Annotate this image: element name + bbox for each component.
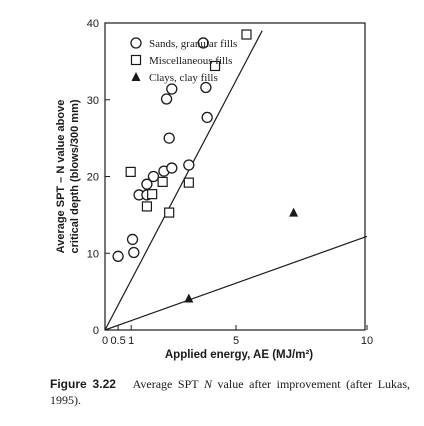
circle-data-point: [197, 37, 209, 49]
legend-label: Sands, granular fills: [149, 38, 237, 50]
axis-labels: Applied energy, AE (MJ/m²) Average SPT – …: [55, 99, 313, 361]
x-tick-label: 5: [233, 335, 239, 347]
x-axis-label: Applied energy, AE (MJ/m²): [165, 349, 313, 361]
circle-data-point: [128, 246, 140, 259]
legend-triangle-marker: [131, 72, 141, 81]
y-axis-label-line1: Average SPT – N value above: [55, 100, 67, 254]
square-data-point: [147, 189, 158, 200]
legend-square-marker: [130, 54, 142, 66]
caption-text-end: value after improvement (after Lukas, 19…: [50, 377, 411, 407]
y-tick-label: 40: [87, 18, 99, 30]
x-tick-label: 0.5: [110, 335, 125, 347]
legend: Sands, granular fills Miscellaneous fills…: [130, 37, 237, 84]
circle-data-point: [200, 81, 212, 94]
caption-symbol: N: [203, 377, 212, 391]
square-data-point: [164, 207, 175, 218]
square-data-point: [209, 60, 221, 72]
x-tick-label: 10: [361, 335, 373, 347]
circle-data-point: [166, 83, 178, 95]
fit-lines: [104, 30, 368, 331]
square-data-point: [125, 166, 136, 177]
triangle-data-point: [184, 293, 194, 303]
caption-text-start: Average SPT: [132, 377, 204, 391]
circle-data-point: [201, 111, 213, 124]
circle-data-point: [166, 162, 178, 174]
y-tick-label: 0: [93, 325, 99, 337]
x-tick-label: 1: [128, 335, 134, 347]
data-points: [112, 29, 299, 303]
triangle-data-point: [289, 207, 299, 217]
circle-data-point: [126, 233, 139, 246]
trend-line: [104, 235, 368, 331]
square-data-point: [157, 176, 168, 187]
circle-data-point: [141, 178, 153, 190]
square-data-point: [183, 177, 194, 188]
legend-label: Clays, clay fills: [149, 72, 218, 84]
y-tick-label: 10: [87, 248, 99, 260]
figure-caption: Figure 3.22 Average SPT N value after im…: [50, 376, 410, 408]
y-axis-label-line2: critical depth (blows/300 mm): [69, 99, 81, 253]
figure-number: Figure 3.22: [50, 377, 116, 391]
legend-circle-marker: [130, 37, 142, 49]
circle-data-point: [183, 159, 195, 171]
circle-data-point: [163, 132, 175, 144]
circle-data-point: [160, 93, 173, 105]
y-tick-label: 30: [87, 95, 99, 107]
legend-label: Miscellaneous fills: [149, 55, 232, 67]
circle-data-point: [147, 170, 160, 183]
circle-data-point: [112, 250, 124, 262]
y-tick-label: 20: [87, 172, 99, 184]
square-data-point: [241, 29, 252, 40]
x-tick-label: 0: [102, 335, 108, 347]
square-data-point: [141, 201, 153, 212]
trend-line: [104, 30, 263, 331]
